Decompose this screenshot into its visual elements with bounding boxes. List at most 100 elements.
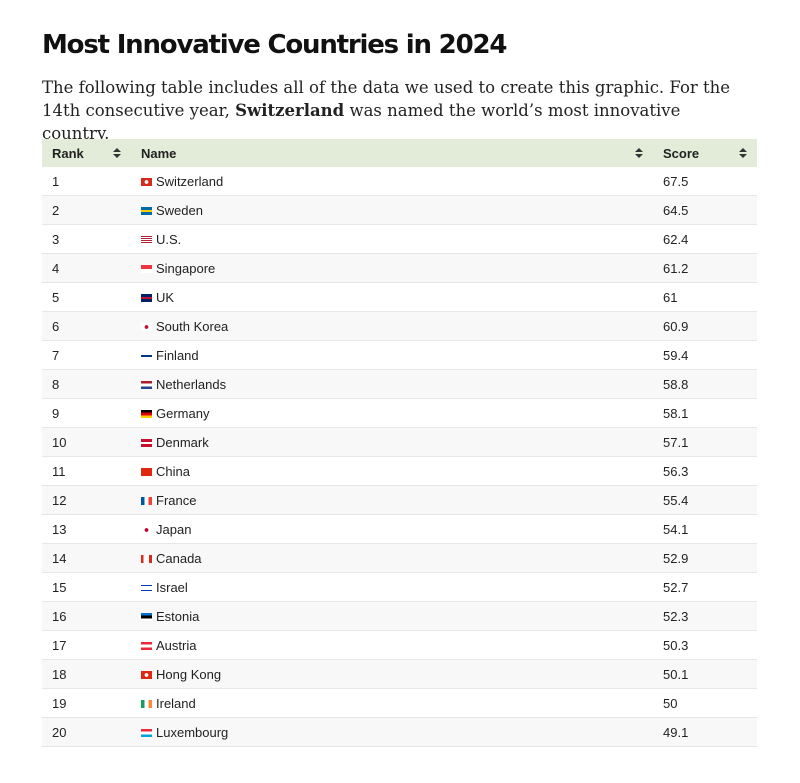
flag-icon (141, 351, 152, 360)
name-cell: China (131, 456, 653, 486)
country-name: Canada (156, 550, 202, 566)
score-cell: 54.1 (653, 514, 757, 544)
header-text: Name (141, 145, 177, 161)
table-row: 8 Netherlands 58.8 (42, 369, 757, 399)
flag-icon (141, 641, 152, 650)
flag-icon (141, 322, 152, 331)
country-name: Japan (156, 521, 192, 537)
flag-icon (141, 699, 152, 708)
flag-icon (141, 670, 152, 679)
title: Most Innovative Countries in 2024 (42, 30, 507, 60)
rank-cell: 2 (42, 195, 131, 225)
country-name: France (156, 492, 197, 508)
table-row: 9 Germany 58.1 (42, 398, 757, 428)
rank-cell: 6 (42, 311, 131, 341)
score-cell: 64.5 (653, 195, 757, 225)
column-header[interactable]: Name (131, 139, 653, 167)
name-cell: Ireland (131, 688, 653, 718)
country-name: China (156, 463, 190, 479)
name-cell: Netherlands (131, 369, 653, 399)
country-name: Sweden (156, 202, 203, 218)
rank-cell: 5 (42, 282, 131, 312)
country-name: Finland (156, 347, 199, 363)
sort-icon (739, 148, 747, 158)
name-cell: Luxembourg (131, 717, 653, 747)
flag-icon (141, 177, 152, 186)
table-row: 15 Israel 52.7 (42, 572, 757, 602)
score-cell: 59.4 (653, 340, 757, 370)
column-header[interactable]: Score (653, 139, 757, 167)
flag-icon (141, 293, 152, 302)
flag-icon (141, 728, 152, 737)
rank-cell: 1 (42, 167, 131, 196)
rank-cell: 16 (42, 601, 131, 631)
rank-cell: 12 (42, 485, 131, 515)
name-cell: Austria (131, 630, 653, 660)
country-name: Luxembourg (156, 724, 229, 740)
rank-cell: 19 (42, 688, 131, 718)
score-cell: 61.2 (653, 253, 757, 283)
score-cell: 50.1 (653, 659, 757, 689)
flag-icon (141, 235, 152, 244)
rank-cell: 3 (42, 224, 131, 254)
table-row: 11 China 56.3 (42, 456, 757, 486)
table-row: 4 Singapore 61.2 (42, 253, 757, 283)
header-text: Score (663, 145, 700, 161)
score-cell: 58.1 (653, 398, 757, 428)
name-cell: Germany (131, 398, 653, 428)
sort-icon (113, 148, 121, 158)
rank-cell: 11 (42, 456, 131, 486)
table-row: 19 Ireland 50 (42, 688, 757, 718)
table-row: 1 Switzerland 67.5 (42, 167, 757, 196)
flag-icon (141, 525, 152, 534)
flag-icon (141, 496, 152, 505)
column-header[interactable]: Rank (42, 139, 131, 167)
country-name: Singapore (156, 260, 216, 276)
table-row: 13 Japan 54.1 (42, 514, 757, 544)
name-cell: U.S. (131, 224, 653, 254)
country-name: Estonia (156, 608, 200, 624)
country-name: Ireland (156, 695, 196, 711)
flag-icon (141, 583, 152, 592)
name-cell: Denmark (131, 427, 653, 457)
score-cell: 52.7 (653, 572, 757, 602)
flag-icon (141, 206, 152, 215)
score-cell: 57.1 (653, 427, 757, 457)
name-cell: Hong Kong (131, 659, 653, 689)
intro-text: The following table includes all of the … (42, 78, 731, 120)
intro: The following table includes all of the … (42, 76, 742, 145)
table-row: 20 Luxembourg 49.1 (42, 717, 757, 747)
score-cell: 52.3 (653, 601, 757, 631)
name-cell: Finland (131, 340, 653, 370)
name-cell: Israel (131, 572, 653, 602)
name-cell: Japan (131, 514, 653, 544)
score-cell: 52.9 (653, 543, 757, 573)
score-cell: 58.8 (653, 369, 757, 399)
table-row: 16 Estonia 52.3 (42, 601, 757, 631)
table-row: 18 Hong Kong 50.1 (42, 659, 757, 689)
score-cell: 61 (653, 282, 757, 312)
flag-icon (141, 467, 152, 476)
name-cell: France (131, 485, 653, 515)
table-row: 3 U.S. 62.4 (42, 224, 757, 254)
name-cell: Singapore (131, 253, 653, 283)
country-name: Israel (156, 579, 188, 595)
rank-cell: 10 (42, 427, 131, 457)
rank-cell: 14 (42, 543, 131, 573)
score-cell: 55.4 (653, 485, 757, 515)
country-name: Switzerland (156, 173, 224, 189)
country-name: UK (156, 289, 175, 305)
score-cell: 56.3 (653, 456, 757, 486)
table-row: 5 UK 61 (42, 282, 757, 312)
country-name: U.S. (156, 231, 182, 247)
flag-icon (141, 380, 152, 389)
score-cell: 50.3 (653, 630, 757, 660)
score-cell: 67.5 (653, 167, 757, 196)
flag-icon (141, 438, 152, 447)
rank-cell: 13 (42, 514, 131, 544)
header-row: Rank Name Score (42, 139, 757, 167)
country-name: South Korea (156, 318, 229, 334)
rank-cell: 20 (42, 717, 131, 747)
table-row: 17 Austria 50.3 (42, 630, 757, 660)
